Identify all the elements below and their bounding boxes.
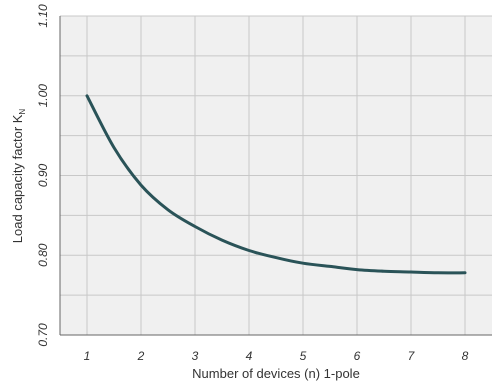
x-tick-label-6: 6 bbox=[354, 349, 361, 363]
x-axis-title: Number of devices (n) 1-pole bbox=[192, 366, 360, 381]
x-tick-labels: 1 2 3 4 5 6 7 8 bbox=[84, 349, 469, 363]
x-tick-label-5: 5 bbox=[300, 349, 307, 363]
y-axis-title-subscript: N bbox=[18, 109, 27, 115]
series-line-0 bbox=[85, 94, 467, 275]
x-tick-label-7: 7 bbox=[408, 349, 416, 363]
y-tick-label: 0.80 bbox=[36, 243, 50, 267]
y-tick-label: 1.10 bbox=[36, 4, 50, 28]
x-tick-label-4: 4 bbox=[246, 349, 253, 363]
y-tick-label: 0.70 bbox=[36, 323, 50, 347]
axes bbox=[59, 16, 492, 336]
x-tick-label-8: 8 bbox=[462, 349, 469, 363]
y-tick-labels: 0.70 0.80 0.90 1.00 1.10 bbox=[36, 4, 50, 347]
y-tick-label: 1.00 bbox=[36, 84, 50, 108]
series-group bbox=[85, 94, 467, 275]
x-tick-label-2: 2 bbox=[137, 349, 145, 363]
y-axis-title: Load capacity factor KN bbox=[10, 109, 27, 244]
x-tick-label-3: 3 bbox=[192, 349, 199, 363]
y-axis-title-main: Load capacity factor K bbox=[10, 114, 25, 243]
y-tick-label: 0.90 bbox=[36, 163, 50, 187]
x-tick-label-1: 1 bbox=[84, 349, 91, 363]
